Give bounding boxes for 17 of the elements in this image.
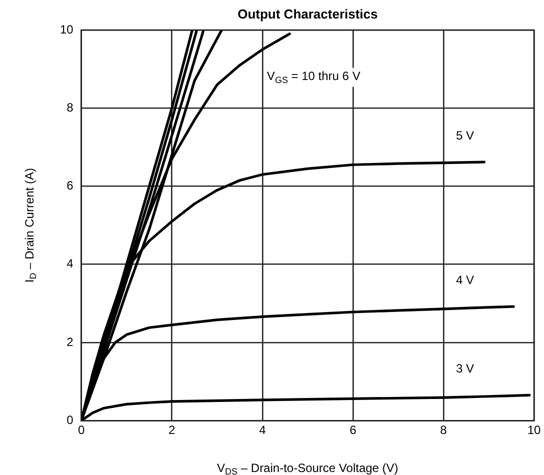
x-tick-label: 4 (259, 423, 266, 438)
x-tick-label: 6 (350, 423, 357, 438)
x-tick-label: 0 (78, 423, 86, 438)
y-tick-label: 2 (66, 334, 74, 349)
y-tick-label: 10 (60, 22, 74, 36)
x-tick-label: 8 (440, 423, 448, 438)
series-label: 3 V (456, 362, 474, 376)
series-label: 4 V (456, 272, 474, 287)
y-tick-label: 8 (66, 100, 74, 114)
y-tick-label: 0 (66, 412, 74, 427)
y-tick-label: 6 (66, 178, 74, 193)
chart-title: Output Characteristics (238, 6, 378, 22)
series-label: 5 V (456, 128, 474, 142)
x-tick-label: 2 (168, 423, 176, 438)
x-tick-label: 10 (527, 423, 541, 438)
y-axis-title: ID – Drain Current (A) (22, 168, 38, 283)
y-tick-label: 4 (66, 256, 74, 271)
